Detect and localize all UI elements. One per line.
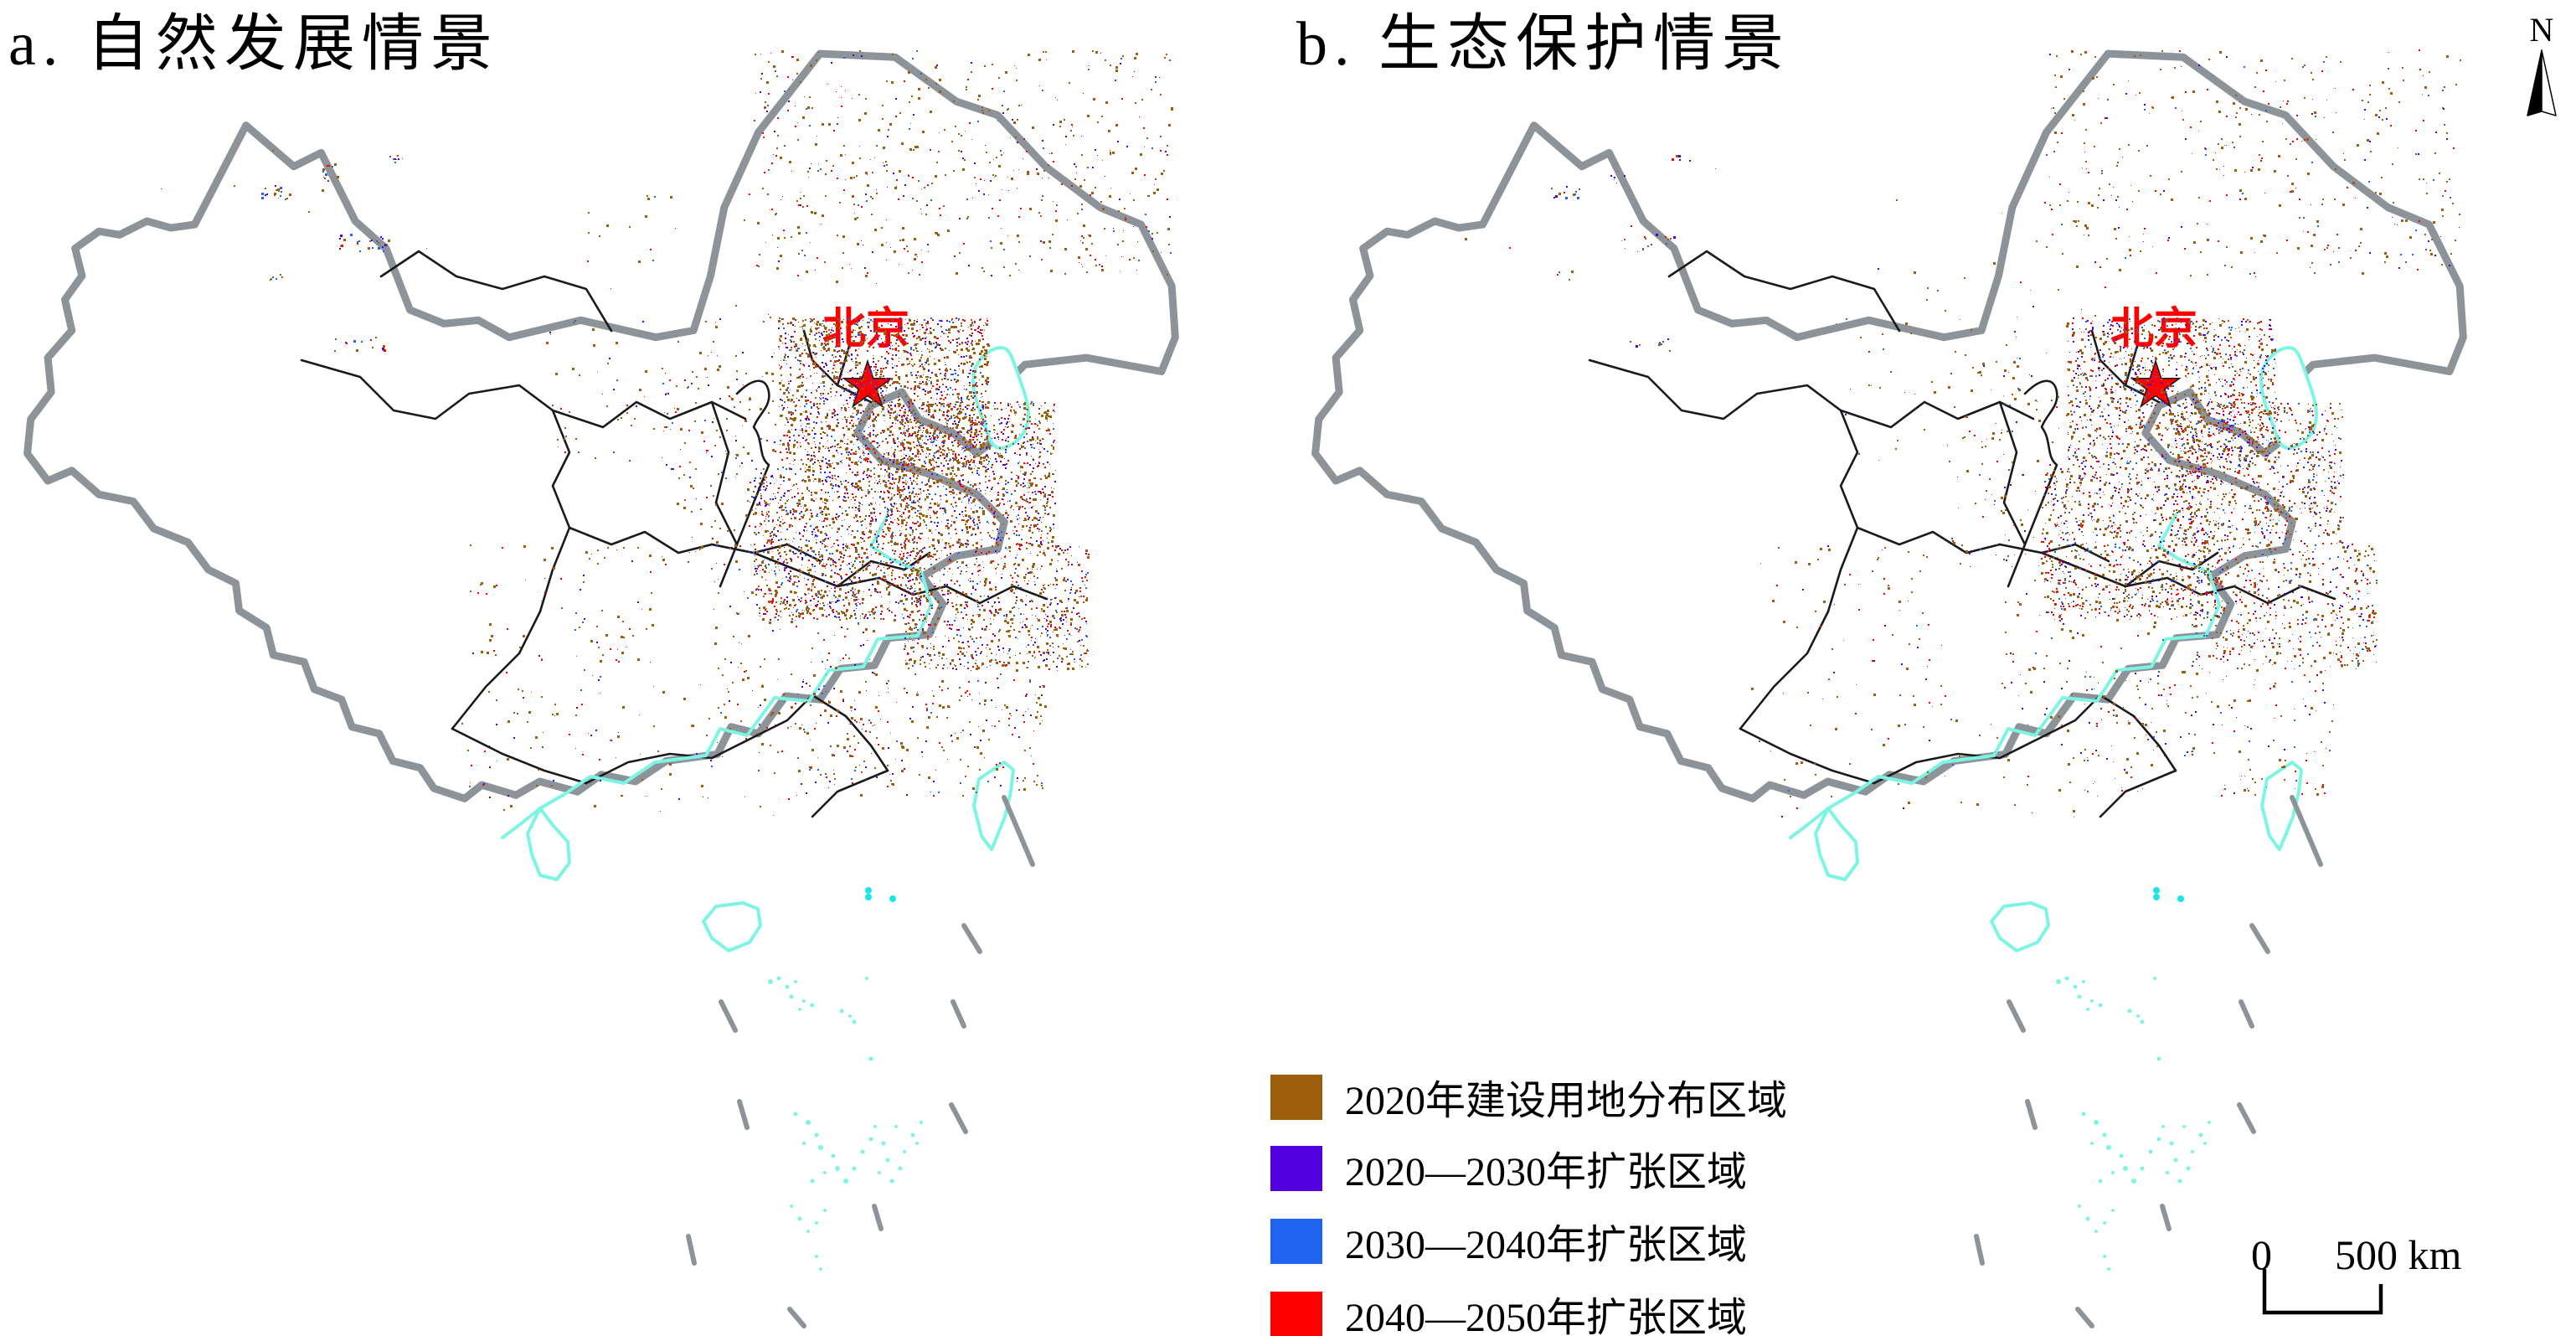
svg-text:500 km: 500 km — [2335, 1231, 2462, 1278]
svg-text:2030—2040年扩张区域: 2030—2040年扩张区域 — [1345, 1223, 1747, 1267]
svg-text:2020年建设用地分布区域: 2020年建设用地分布区域 — [1345, 1079, 1787, 1123]
svg-text:2020—2030年扩张区域: 2020—2030年扩张区域 — [1345, 1150, 1747, 1194]
svg-text:2040—2050年扩张区域: 2040—2050年扩张区域 — [1345, 1296, 1747, 1336]
svg-text:0: 0 — [2251, 1231, 2272, 1278]
